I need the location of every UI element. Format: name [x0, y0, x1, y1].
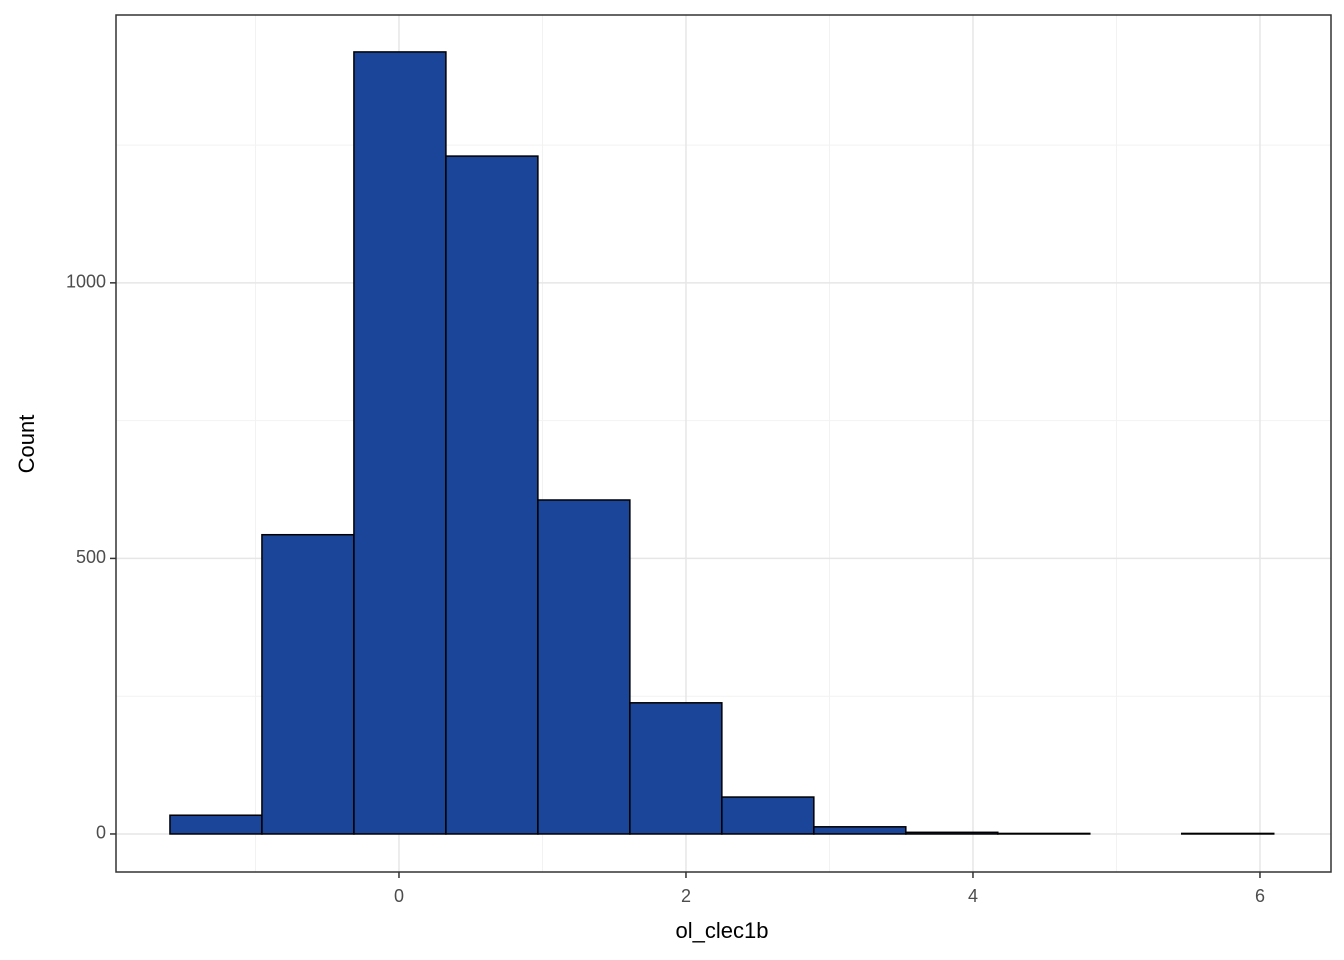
x-tick-label: 0 [394, 886, 404, 906]
bar [445, 155, 539, 835]
bar [629, 702, 723, 835]
panel-border [115, 14, 1332, 873]
bar [905, 831, 999, 835]
bar [537, 499, 631, 835]
x-tick-label: 4 [968, 886, 978, 906]
y-tick-label: 500 [76, 547, 106, 567]
bar [997, 832, 1091, 835]
y-tick-label: 0 [96, 823, 106, 843]
bar [1181, 832, 1275, 835]
x-tick-label: 2 [681, 886, 691, 906]
bar [813, 826, 907, 835]
bar [169, 814, 263, 835]
bar [721, 796, 815, 835]
x-tick-label: 6 [1255, 886, 1265, 906]
bar [353, 51, 447, 835]
y-tick-label: 1000 [66, 272, 106, 292]
bar [261, 533, 355, 835]
y-axis-title: Count [14, 415, 39, 474]
x-axis-title: ol_clec1b [676, 918, 769, 943]
